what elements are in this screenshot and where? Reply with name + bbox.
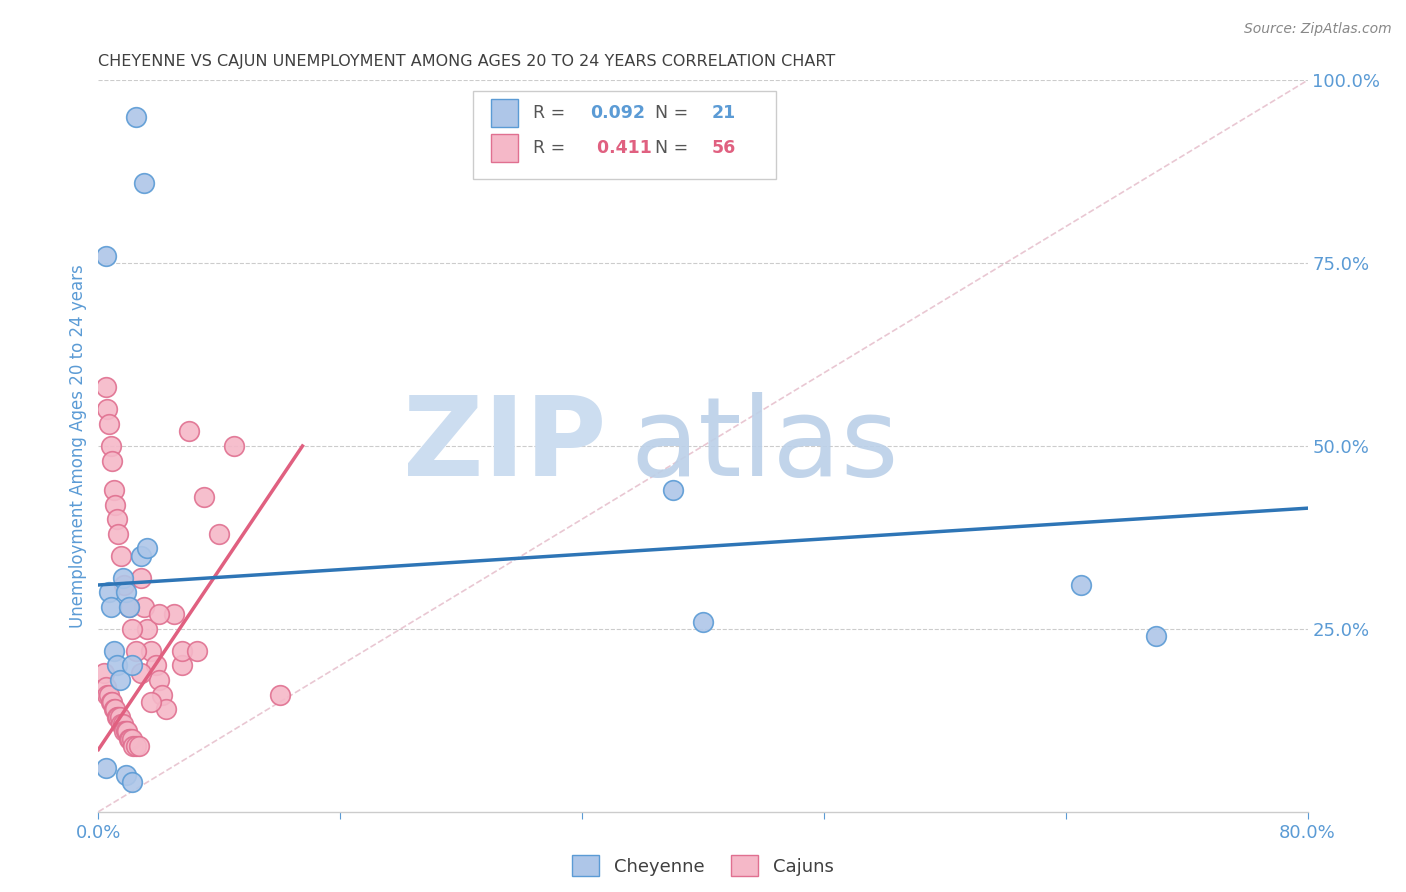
Point bbox=[129, 571, 152, 585]
Point bbox=[145, 658, 167, 673]
Point bbox=[115, 724, 138, 739]
Point bbox=[135, 541, 157, 556]
Point bbox=[128, 739, 150, 753]
Point bbox=[96, 688, 118, 702]
Text: CHEYENNE VS CAJUN UNEMPLOYMENT AMONG AGES 20 TO 24 YEARS CORRELATION CHART: CHEYENNE VS CAJUN UNEMPLOYMENT AMONG AGE… bbox=[98, 54, 835, 70]
Point bbox=[132, 599, 155, 614]
Point bbox=[141, 695, 163, 709]
Point bbox=[269, 688, 291, 702]
Text: 0.092: 0.092 bbox=[591, 104, 645, 122]
Text: 21: 21 bbox=[711, 104, 735, 122]
Point bbox=[110, 717, 132, 731]
Text: 56: 56 bbox=[711, 139, 735, 157]
Point bbox=[101, 453, 124, 467]
Point bbox=[103, 483, 125, 497]
Point bbox=[98, 585, 121, 599]
Y-axis label: Unemployment Among Ages 20 to 24 years: Unemployment Among Ages 20 to 24 years bbox=[69, 264, 87, 628]
Point bbox=[101, 695, 124, 709]
Point bbox=[141, 644, 163, 658]
Point bbox=[114, 724, 136, 739]
Point bbox=[121, 658, 143, 673]
Point bbox=[1144, 629, 1167, 643]
FancyBboxPatch shape bbox=[474, 91, 776, 179]
Point bbox=[108, 709, 131, 723]
Point bbox=[118, 731, 141, 746]
Text: N =: N = bbox=[644, 139, 693, 157]
Point bbox=[155, 702, 177, 716]
Text: R =: R = bbox=[533, 104, 571, 122]
Point bbox=[105, 709, 128, 723]
Point bbox=[208, 526, 231, 541]
Point bbox=[100, 695, 122, 709]
Point bbox=[118, 599, 141, 614]
Point bbox=[105, 658, 128, 673]
Point bbox=[129, 549, 152, 563]
Point bbox=[98, 417, 121, 431]
Text: R =: R = bbox=[533, 139, 571, 157]
Text: N =: N = bbox=[644, 104, 693, 122]
Point bbox=[94, 380, 117, 394]
Point bbox=[1070, 578, 1092, 592]
Point bbox=[132, 176, 155, 190]
Point bbox=[111, 571, 134, 585]
Point bbox=[112, 724, 135, 739]
Point bbox=[104, 498, 127, 512]
Point bbox=[93, 665, 115, 680]
Point bbox=[94, 249, 117, 263]
Point bbox=[148, 673, 170, 687]
Point bbox=[186, 644, 208, 658]
Point bbox=[692, 615, 714, 629]
Point bbox=[170, 644, 193, 658]
Point bbox=[662, 483, 685, 497]
Point bbox=[135, 622, 157, 636]
Point bbox=[94, 681, 117, 695]
Bar bbox=[492, 99, 517, 127]
Legend: Cheyenne, Cajuns: Cheyenne, Cajuns bbox=[565, 848, 841, 883]
Point bbox=[148, 607, 170, 622]
Point bbox=[114, 768, 136, 782]
Point bbox=[125, 644, 148, 658]
Point bbox=[111, 717, 134, 731]
Point bbox=[125, 110, 148, 124]
Point bbox=[98, 688, 121, 702]
Point bbox=[100, 599, 122, 614]
Bar bbox=[492, 135, 517, 162]
Text: ZIP: ZIP bbox=[404, 392, 606, 500]
Point bbox=[96, 402, 118, 417]
Point bbox=[122, 739, 145, 753]
Point bbox=[129, 665, 152, 680]
Point bbox=[163, 607, 186, 622]
Point bbox=[120, 731, 142, 746]
Text: Source: ZipAtlas.com: Source: ZipAtlas.com bbox=[1244, 22, 1392, 37]
Point bbox=[107, 526, 129, 541]
Point bbox=[94, 761, 117, 775]
Point bbox=[103, 644, 125, 658]
Point bbox=[121, 775, 143, 789]
Point bbox=[105, 512, 128, 526]
Point bbox=[170, 658, 193, 673]
Point bbox=[114, 585, 136, 599]
Point bbox=[118, 599, 141, 614]
Point bbox=[121, 622, 143, 636]
Point bbox=[125, 739, 148, 753]
Text: atlas: atlas bbox=[630, 392, 898, 500]
Point bbox=[150, 688, 173, 702]
Text: 0.411: 0.411 bbox=[591, 139, 651, 157]
Point bbox=[193, 490, 215, 504]
Point bbox=[179, 425, 201, 439]
Point bbox=[112, 578, 135, 592]
Point bbox=[107, 709, 129, 723]
Point bbox=[104, 702, 127, 716]
Point bbox=[103, 702, 125, 716]
Point bbox=[100, 439, 122, 453]
Point bbox=[110, 549, 132, 563]
Point bbox=[108, 673, 131, 687]
Point bbox=[224, 439, 246, 453]
Point bbox=[121, 731, 143, 746]
